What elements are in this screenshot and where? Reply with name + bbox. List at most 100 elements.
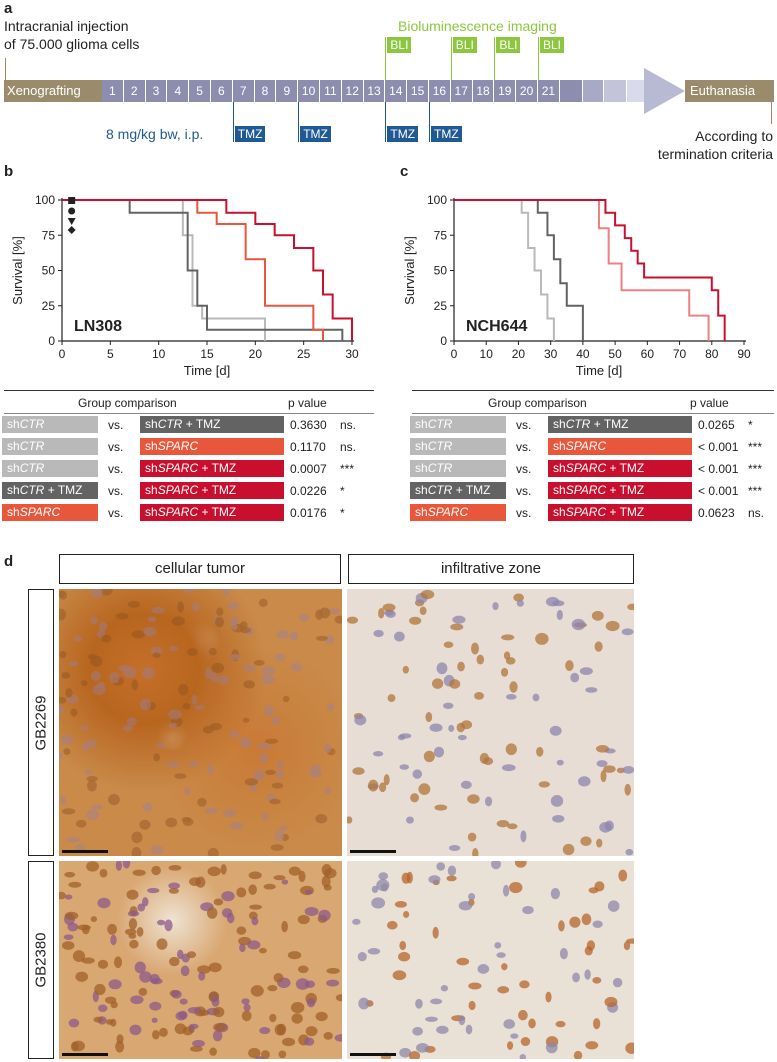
- table-c-rule: [412, 390, 774, 391]
- cell-nucleus: [220, 864, 227, 875]
- cell-nucleus: [492, 602, 499, 611]
- cell-nucleus: [171, 989, 182, 999]
- cell-nucleus: [281, 833, 289, 842]
- cell-nucleus: [436, 862, 446, 871]
- x-tick-label: 30: [345, 347, 359, 361]
- y-tick-label: 75: [434, 228, 448, 242]
- cell-nucleus: [247, 940, 261, 950]
- cell-nucleus: [532, 693, 540, 702]
- cell-nucleus: [282, 695, 290, 703]
- cell-nucleus: [465, 1024, 473, 1035]
- y-tick-label: 100: [35, 193, 55, 207]
- cell-nucleus: [520, 1037, 531, 1047]
- cell-nucleus: [315, 1011, 328, 1022]
- x-tick-label: 0: [59, 347, 66, 361]
- cell-nucleus: [90, 670, 101, 682]
- cell-nucleus: [290, 662, 303, 672]
- cell-nucleus: [239, 736, 252, 749]
- cell-nucleus: [273, 972, 284, 983]
- cell-nucleus: [326, 967, 340, 974]
- cell-nucleus: [318, 909, 331, 922]
- table-row: shCTR vs. shSPARC < 0.001 ***: [410, 438, 777, 456]
- scale-bar-3: [62, 1053, 108, 1056]
- cell-nucleus: [379, 782, 387, 793]
- cell-nucleus: [230, 653, 240, 661]
- significance: *: [340, 506, 345, 520]
- cell-nucleus: [443, 641, 454, 648]
- cell-nucleus: [258, 752, 269, 764]
- cell-nucleus: [72, 950, 86, 962]
- cell-nucleus: [66, 694, 79, 704]
- cell-nucleus: [403, 910, 410, 918]
- day-11: 11: [320, 80, 342, 102]
- cell-nucleus: [556, 759, 564, 766]
- cell-nucleus: [378, 607, 385, 619]
- cell-nucleus: [507, 823, 518, 830]
- cell-nucleus: [326, 979, 340, 987]
- x-axis-label: Time [d]: [576, 363, 622, 378]
- cell-nucleus: [579, 667, 593, 675]
- x-tick-label: 80: [705, 347, 719, 361]
- cell-nucleus: [139, 698, 152, 711]
- cell-nucleus: [408, 1050, 421, 1059]
- cell-nucleus: [197, 797, 207, 807]
- cell-nucleus: [263, 705, 275, 717]
- cell-nucleus: [243, 626, 255, 636]
- cell-nucleus: [168, 882, 180, 890]
- table-row: shSPARC vs. shSPARC + TMZ 0.0176 *: [2, 504, 382, 522]
- cell-nucleus: [516, 599, 524, 607]
- cell-nucleus: [209, 722, 222, 731]
- cell-nucleus: [156, 919, 166, 926]
- cell-nucleus: [59, 590, 65, 598]
- cell-nucleus: [401, 872, 411, 884]
- cell-nucleus: [239, 621, 248, 630]
- cell-nucleus: [122, 861, 131, 869]
- cell-nucleus: [383, 774, 390, 786]
- cell-nucleus: [476, 654, 485, 665]
- day-17: 17: [450, 80, 473, 102]
- cell-nucleus: [229, 730, 240, 738]
- cell-nucleus: [182, 1026, 194, 1036]
- cell-nucleus: [324, 787, 332, 795]
- cell-nucleus: [68, 881, 82, 888]
- table-row: shCTR vs. shSPARC 0.1170 ns.: [2, 438, 382, 456]
- day-13: 13: [363, 80, 386, 102]
- cell-nucleus: [510, 1033, 519, 1039]
- cell-nucleus: [412, 769, 423, 779]
- cell-nucleus: [505, 693, 517, 700]
- cell-nucleus: [394, 900, 407, 908]
- cell-nucleus: [166, 761, 180, 768]
- day-10: 10: [298, 80, 320, 102]
- cell-nucleus: [91, 804, 103, 810]
- cell-nucleus: [418, 783, 431, 795]
- survival-chart-nch644: 0 25 50 75 100 0 10 20 30 40 50 60 70 80 90 Time [d] Sur…: [402, 193, 751, 378]
- cell-nucleus: [304, 1037, 315, 1046]
- cell-nucleus: [290, 631, 298, 637]
- marker-diamond: [67, 226, 76, 234]
- cell-nucleus: [255, 1056, 265, 1059]
- cell-nucleus: [276, 760, 284, 769]
- bli-badge-day-17: BLI: [452, 37, 477, 53]
- survival-chart-ln308: 0 25 50 75 100 0 5 10 15 20 25 30 Time [d] Survival […: [10, 193, 359, 378]
- tmz-line-day-14: [385, 102, 387, 142]
- cell-nucleus: [368, 779, 379, 792]
- cell-nucleus: [63, 934, 74, 940]
- cell-nucleus: [573, 1050, 583, 1059]
- table-b-rule: [4, 390, 374, 391]
- cell-nucleus: [431, 678, 444, 689]
- cell-nucleus: [59, 891, 66, 900]
- cell-nucleus: [86, 779, 97, 792]
- x-tick-label: 10: [480, 347, 494, 361]
- cell-nucleus: [612, 977, 623, 988]
- cell-nucleus: [248, 1047, 261, 1059]
- marker-circle: [68, 207, 76, 215]
- cell-nucleus: [323, 743, 332, 753]
- cell-nucleus: [468, 1000, 476, 1011]
- cell-nucleus: [352, 918, 361, 925]
- cell-nucleus: [131, 831, 143, 844]
- cell-nucleus: [251, 916, 259, 926]
- cell-nucleus: [90, 616, 98, 625]
- cell-nucleus: [98, 621, 108, 632]
- cell-nucleus: [592, 920, 603, 928]
- cell-nucleus: [326, 747, 336, 756]
